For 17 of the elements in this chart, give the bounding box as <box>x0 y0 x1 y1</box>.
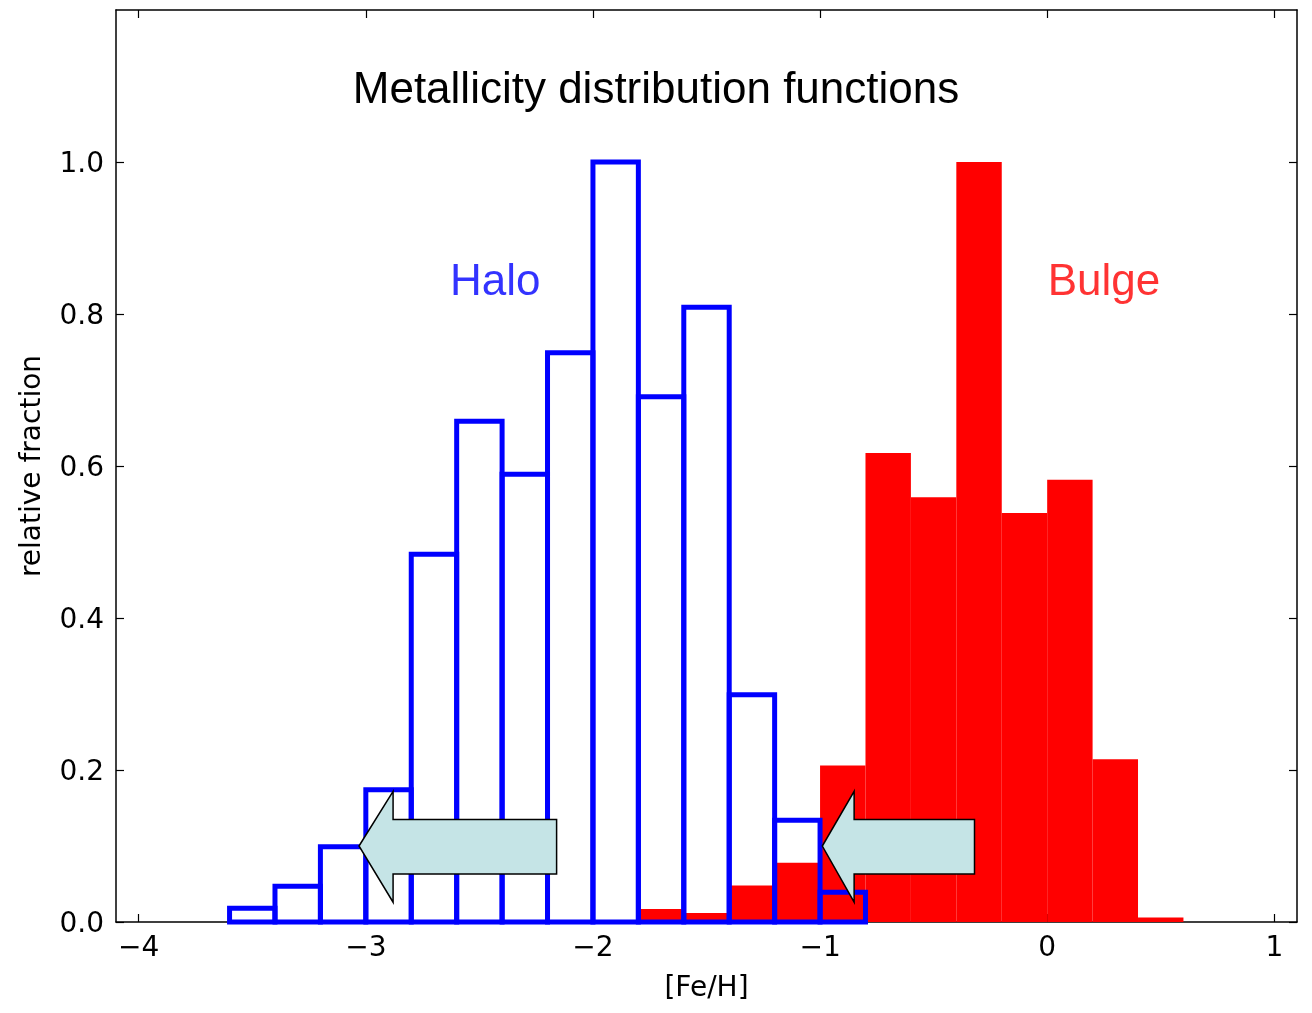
x-tick-label: −4 <box>118 929 160 963</box>
x-tick-label: −2 <box>572 929 614 963</box>
x-tick-label: −1 <box>799 929 841 963</box>
y-tick-label: 0.0 <box>59 905 104 939</box>
x-tick-label: 1 <box>1265 929 1284 963</box>
x-tick-label: −3 <box>345 929 387 963</box>
y-axis-title: relative fraction <box>13 354 47 578</box>
text: Metallicity distribution functions <box>352 62 960 112</box>
x-tick-label: 0 <box>1038 929 1057 963</box>
y-tick-label: 0.2 <box>59 753 104 787</box>
series-label: Bulge <box>1047 254 1161 304</box>
y-tick-label: 0.8 <box>59 297 104 331</box>
series-label: Halo <box>450 254 541 304</box>
y-tick-label: 1.0 <box>59 145 104 179</box>
x-axis-title: [Fe/H] <box>664 969 749 1003</box>
y-tick-label: 0.4 <box>59 601 104 635</box>
y-tick-label: 0.6 <box>59 449 104 483</box>
